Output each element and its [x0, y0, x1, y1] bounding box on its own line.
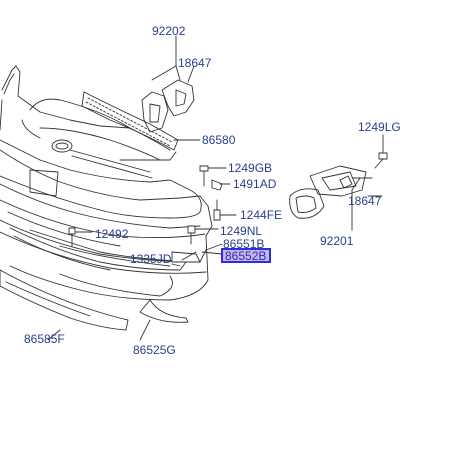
highlighted-part-86552b[interactable]: 86552B [221, 248, 271, 263]
screw-12492 [68, 227, 93, 247]
label-86580: 86580 [202, 133, 236, 147]
label-86551b: 86551B [223, 237, 264, 251]
label-1249gb: 1249GB [228, 161, 272, 175]
label-1491ad: 1491AD [233, 177, 277, 191]
leader-lines [151, 35, 383, 267]
label-1244fe: 1244FE [240, 208, 282, 222]
upper-grille [81, 91, 179, 151]
energy-absorber [9, 227, 189, 341]
fasteners-center [171, 165, 237, 263]
label-86585f: 86585F [24, 332, 65, 346]
label-1335jd: 1335JD [130, 252, 172, 266]
label-86525g: 86525G [133, 343, 176, 357]
label-1249nl: 1249NL [220, 224, 262, 238]
right-fog-lamp [289, 165, 367, 219]
label-18647-right: 18647 [348, 194, 382, 208]
label-12492: 12492 [95, 227, 129, 241]
label-86552b: 86552B [225, 249, 267, 263]
lower-lip [0, 269, 129, 341]
label-1249lg: 1249LG [358, 120, 401, 134]
left-fog-bracket [141, 79, 195, 133]
label-92202: 92202 [152, 24, 186, 38]
part-labels: 92202 18647 86580 1249LG 1249GB 1491AD 1… [24, 24, 401, 357]
bumper-cover [0, 65, 213, 301]
label-18647-top: 18647 [178, 56, 212, 70]
label-92201: 92201 [320, 234, 354, 248]
bolt-1249lg [374, 134, 388, 169]
